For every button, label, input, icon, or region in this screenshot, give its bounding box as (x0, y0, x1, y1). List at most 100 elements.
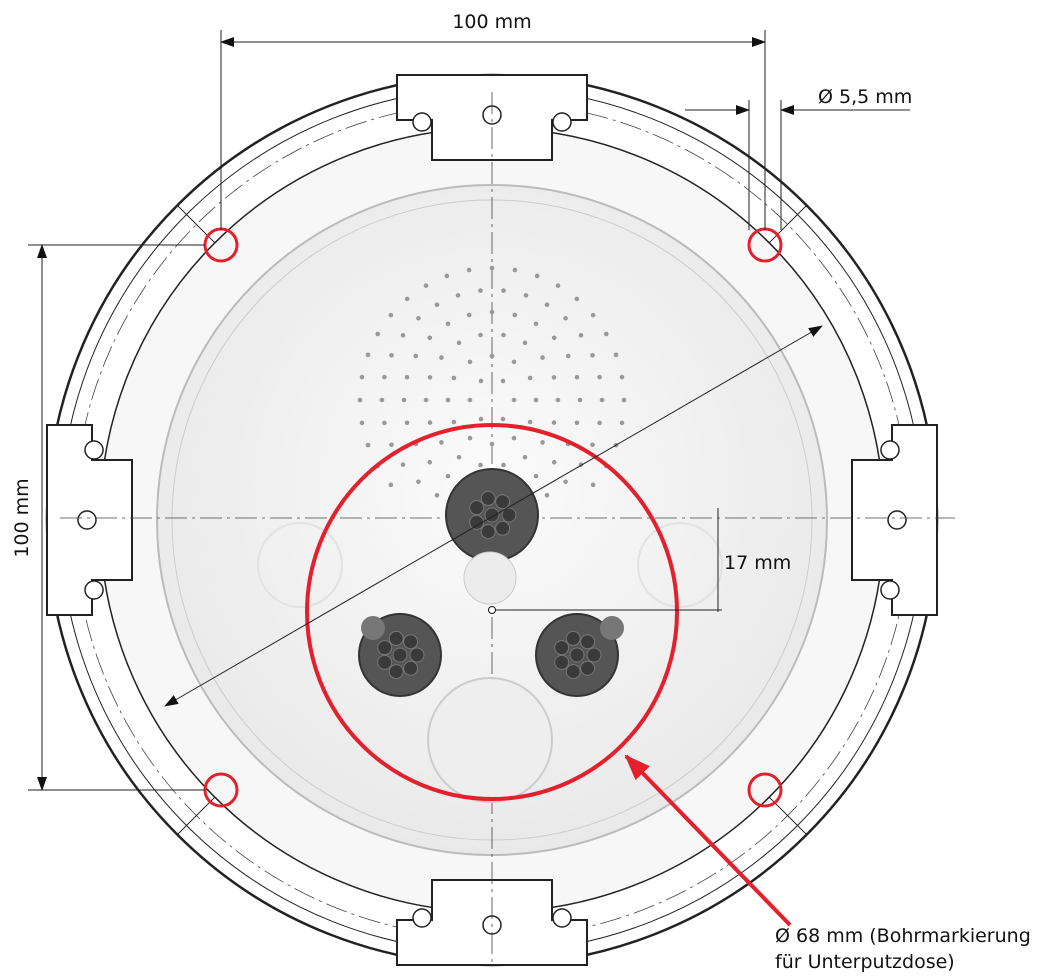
dimension-label: 100 mm (452, 11, 531, 33)
bayonet-segments (46, 74, 938, 966)
speaker-hole (619, 420, 625, 426)
speaker-hole (382, 374, 387, 380)
speaker-hole (512, 312, 518, 318)
speaker-hole (599, 397, 605, 403)
screw-hole (84, 580, 104, 600)
speaker-hole (563, 479, 568, 485)
speaker-hole (359, 420, 365, 426)
speaker-hole (489, 265, 495, 271)
speaker-hole (512, 267, 518, 273)
speaker-hole (501, 332, 506, 338)
speaker-hole (388, 482, 394, 488)
lens-element (392, 647, 408, 663)
screw-hole (77, 510, 97, 530)
speaker-hole (400, 462, 406, 467)
speaker-hole (489, 309, 495, 315)
speaker-hole (590, 442, 595, 448)
speaker-hole (359, 374, 365, 380)
speaker-hole (574, 296, 580, 302)
screw-hole (880, 440, 900, 460)
speaker-hole (413, 353, 419, 359)
speaker-hole (389, 352, 394, 358)
speaker-hole (467, 435, 473, 441)
lens-element (403, 634, 419, 650)
speaker-hole (533, 321, 539, 327)
speaker-hole (365, 442, 371, 448)
speaker-hole (379, 397, 385, 403)
lens-element (377, 654, 393, 670)
speaker-hole (565, 353, 571, 359)
pointer-arrow (624, 754, 792, 927)
annotation: für Unterputzdose) (775, 951, 955, 973)
speaker-hole (555, 283, 561, 288)
speaker-hole (357, 397, 363, 403)
speaker-hole (389, 442, 394, 448)
speaker-hole (551, 459, 557, 465)
speaker-hole (551, 375, 557, 380)
lens-element (480, 524, 496, 540)
speaker-hole (466, 312, 472, 318)
speaker-hole (527, 375, 533, 381)
lens-element (377, 640, 393, 656)
lens-element (554, 640, 570, 656)
screw-hole (887, 510, 907, 530)
speaker-hole (445, 397, 451, 403)
lens-element (409, 647, 425, 663)
speaker-hole (511, 359, 517, 365)
speaker-hole (597, 420, 602, 426)
speaker-hole (423, 397, 429, 403)
speaker-hole (400, 333, 406, 338)
speaker-hole (416, 479, 421, 485)
speaker-hole (401, 397, 407, 403)
speaker-hole (551, 335, 557, 341)
speaker-hole (404, 296, 410, 302)
speaker-hole (444, 273, 450, 279)
speaker-hole (574, 374, 580, 380)
speaker-hole (533, 473, 539, 479)
speaker-hole (619, 374, 625, 380)
speaker-hole (604, 331, 609, 337)
screw-hole (880, 580, 900, 600)
screw-hole (412, 112, 432, 132)
speaker-hole (563, 315, 568, 321)
speaker-hole (478, 378, 484, 384)
speaker-hole (501, 462, 506, 468)
speaker-hole (527, 419, 533, 425)
screw-hole (552, 112, 572, 132)
lens-element (580, 634, 596, 650)
speaker-hole (478, 462, 483, 468)
speaker-hole (467, 397, 473, 403)
speaker-hole (577, 397, 583, 403)
speaker-hole (500, 416, 506, 422)
speaker-hole (445, 473, 451, 479)
speaker-hole (382, 420, 387, 426)
lens-element (586, 647, 602, 663)
speaker-hole (455, 293, 461, 298)
speaker-hole (478, 332, 483, 338)
screw-hole (552, 908, 572, 928)
speaker-hole (427, 420, 433, 425)
speaker-hole (540, 355, 545, 360)
speaker-hole (439, 355, 444, 360)
lens-element (469, 500, 485, 516)
speaker-hole (590, 352, 595, 358)
speaker-hole (534, 273, 540, 279)
speaker-hole (574, 420, 580, 426)
lens-element (569, 647, 585, 663)
speaker-hole (451, 375, 457, 381)
speaker-hole (416, 315, 421, 321)
speaker-hole (597, 374, 602, 380)
speaker-hole (540, 440, 545, 445)
speaker-hole (445, 321, 451, 327)
lens-element (565, 630, 581, 646)
speaker-hole (489, 441, 495, 447)
speaker-hole (466, 267, 472, 273)
segment-gap (768, 204, 808, 244)
speaker-hole (522, 340, 528, 346)
speaker-hole (439, 440, 444, 445)
speaker-hole (478, 288, 483, 293)
speaker-hole (456, 454, 462, 460)
lens-element (388, 664, 404, 680)
speaker-hole (388, 312, 394, 318)
speaker-hole (590, 482, 596, 488)
